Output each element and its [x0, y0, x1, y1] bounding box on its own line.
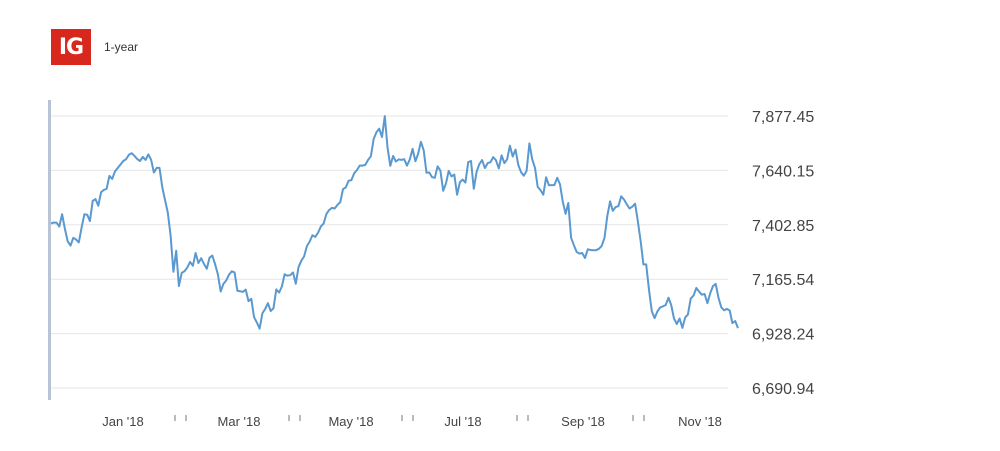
x-tick-label: Nov '18	[678, 414, 722, 429]
y-tick-label: 7,640.15	[752, 163, 814, 180]
x-tick-label: Mar '18	[218, 414, 261, 429]
y-tick-label: 7,402.85	[752, 218, 814, 235]
chart-header: IG 1-year	[51, 29, 138, 65]
price-series-line	[50, 115, 739, 330]
y-tick-label: 7,165.54	[752, 272, 814, 289]
range-label[interactable]: 1-year	[104, 40, 139, 54]
ig-logo: IG	[51, 29, 91, 65]
y-tick-label: 7,877.45	[752, 109, 814, 126]
x-tick-label: Sep '18	[561, 414, 605, 429]
x-tick-label: Jul '18	[444, 414, 481, 429]
y-tick-label: 6,928.24	[752, 327, 814, 344]
x-tick-label: May '18	[328, 414, 373, 429]
x-tick-label: Jan '18	[102, 414, 144, 429]
y-tick-label: 6,690.94	[752, 381, 814, 398]
y-axis-bar	[48, 100, 51, 400]
